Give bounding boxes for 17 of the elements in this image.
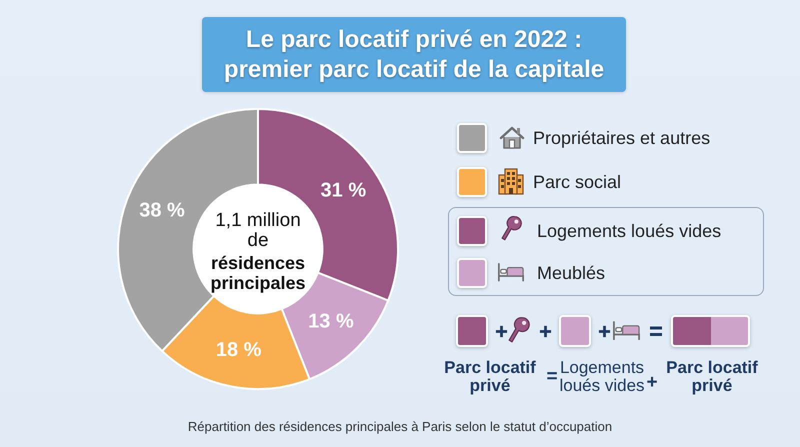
data-label: 18 % <box>216 338 262 361</box>
text: = <box>546 366 558 388</box>
data-label: 31 % <box>320 180 366 202</box>
data-label: 38 % <box>139 200 186 222</box>
text: Parc locatif privé <box>443 358 537 395</box>
legend-label: Propriétaires et autres <box>533 127 710 149</box>
text: + <box>646 372 658 394</box>
legend-label: Parc social <box>533 171 622 193</box>
legend-label: Meublés <box>537 262 606 284</box>
text: résidences principales <box>209 253 307 293</box>
text: Répartition des résidences principales à Paris selon le statut d’occupation <box>186 418 614 436</box>
text: 1,1 million de <box>214 210 302 251</box>
data-label: 13 % <box>308 310 354 332</box>
legend-label: Logements loués vides <box>537 220 722 242</box>
text: Logements loués vides <box>559 358 645 395</box>
text: Parc locatif privé <box>665 358 759 395</box>
chart-title: Le parc locatif privé en 2022 : premier parc locatif de la capitale <box>222 25 606 85</box>
